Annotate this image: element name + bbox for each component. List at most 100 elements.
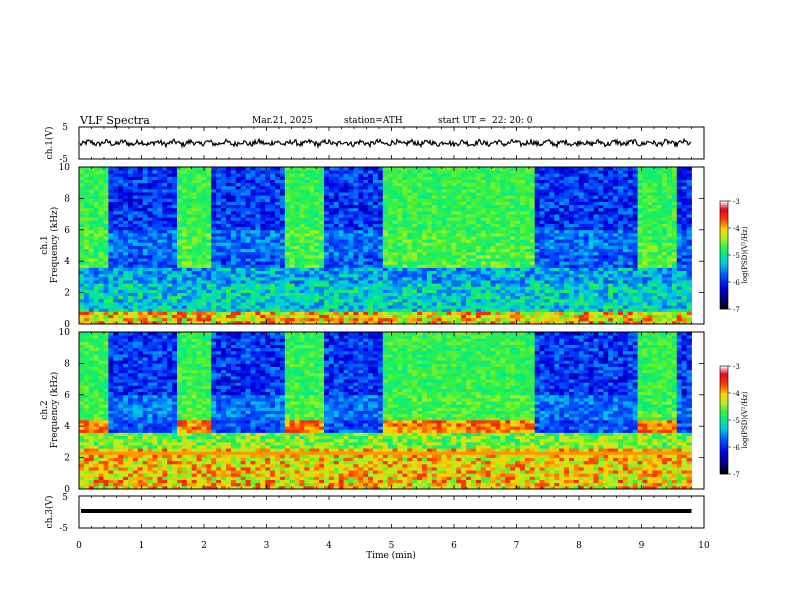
spectrogram-cell <box>456 292 462 297</box>
spectrogram-cell <box>495 248 501 253</box>
spectrogram-cell <box>172 305 178 309</box>
spectrogram-cell <box>475 220 482 224</box>
spectrogram-cell <box>265 239 271 243</box>
spectrogram-cell <box>422 236 428 240</box>
spectrogram-cell <box>402 311 408 315</box>
spectrogram-cell <box>147 198 153 202</box>
spectrogram-cell <box>270 217 276 221</box>
spectrogram-cell <box>539 289 545 293</box>
spectrogram-cell <box>387 182 393 187</box>
spectrogram-cell <box>230 248 237 253</box>
spectrogram-cell <box>456 254 462 259</box>
spectrogram-cell <box>480 226 487 231</box>
spectrogram-cell <box>289 320 295 325</box>
spectrogram-cell <box>309 176 315 180</box>
spectrogram-cell <box>309 286 315 290</box>
spectrogram-cell <box>294 258 300 262</box>
spectrogram-cell <box>245 283 251 287</box>
spectrogram-cell <box>167 264 173 268</box>
spectrogram-cell <box>284 280 291 284</box>
spectrogram-cell <box>191 170 197 174</box>
spectrogram-cell <box>466 311 472 315</box>
spectrogram-cell <box>431 254 438 259</box>
spectrogram-cell <box>152 188 158 193</box>
spectrogram-cell <box>284 170 291 174</box>
spectrogram-cell <box>260 207 266 212</box>
spectrogram-cell <box>422 217 428 221</box>
spectrogram-cell <box>480 220 487 224</box>
spectrogram-cell <box>461 248 467 253</box>
spectrogram-cell <box>108 217 114 221</box>
spectrogram-cell <box>191 214 197 218</box>
spectrogram-cell <box>88 264 95 268</box>
spectrogram-cell <box>417 276 423 281</box>
spectrogram-cell <box>260 198 266 202</box>
spectrogram-cell <box>186 210 193 215</box>
spectrogram-cell <box>534 188 540 193</box>
spectrogram-cell <box>250 236 256 240</box>
spectrogram-cell <box>471 195 477 199</box>
spectrogram-cell <box>466 195 472 199</box>
spectrogram-cell <box>103 267 109 272</box>
spectrogram-cell <box>216 198 222 202</box>
spectrogram-cell <box>520 210 526 215</box>
spectrogram-cell <box>132 317 139 322</box>
spectrogram-cell <box>201 220 207 224</box>
spectrogram-cell <box>152 273 158 278</box>
spectrogram-cell <box>539 245 545 250</box>
spectrogram-cell <box>431 176 438 180</box>
spectrogram-cell <box>471 276 477 281</box>
spectrogram-cell <box>392 170 398 174</box>
spectrogram-cell <box>412 195 418 199</box>
spectrogram-cell <box>88 214 95 218</box>
spectrogram-cell <box>529 176 536 180</box>
spectrogram-cell <box>98 217 104 221</box>
spectrogram-cell <box>142 173 148 177</box>
spectrogram-cell <box>270 286 276 290</box>
spectrogram-cell <box>431 214 438 218</box>
spectrogram-cell <box>397 217 403 221</box>
spectrogram-cell <box>524 302 531 306</box>
spectrogram-cell <box>284 264 291 268</box>
spectrogram-cell <box>441 185 447 190</box>
spectrogram-cell <box>524 192 531 196</box>
spectrogram-cell <box>529 295 536 300</box>
spectrogram-cell <box>216 302 222 306</box>
spectrogram-cell <box>485 261 491 265</box>
spectrogram-cell <box>137 292 144 297</box>
spectrogram-cell <box>240 220 246 224</box>
spectrogram-cell <box>79 276 85 281</box>
spectrogram-cell <box>529 280 536 284</box>
spectrogram-cell <box>152 270 158 275</box>
spectrogram-cell <box>304 229 310 234</box>
spectrogram-cell <box>216 248 222 253</box>
spectrogram-cell <box>392 245 398 250</box>
spectrogram-cell <box>255 276 261 281</box>
spectrogram-cell <box>500 210 506 215</box>
spectrogram-cell <box>417 167 423 171</box>
spectrogram-cell <box>368 302 374 306</box>
spectrogram-cell <box>88 270 95 275</box>
spectrogram-cell <box>83 185 90 190</box>
spectrogram-cell <box>255 267 261 272</box>
spectrogram-cell <box>524 223 531 228</box>
spectrogram-cell <box>475 239 482 243</box>
spectrogram-cell <box>255 201 261 206</box>
spectrogram-cell <box>480 207 487 212</box>
spectrogram-cell <box>495 207 501 212</box>
spectrogram-cell <box>466 308 472 312</box>
spectrogram-cell <box>304 311 310 315</box>
spectrogram-cell <box>524 173 531 177</box>
spectrogram-cell <box>373 232 379 237</box>
spectrogram-cell <box>348 261 354 265</box>
spectrogram-cell <box>167 292 173 297</box>
spectrogram-cell <box>132 308 139 312</box>
spectrogram-cell <box>191 295 197 300</box>
spectrogram-cell <box>147 311 153 315</box>
spectrogram-cell <box>510 179 516 184</box>
spectrogram-cell <box>392 258 398 262</box>
spectrogram-cell <box>186 317 193 322</box>
spectrogram-cell <box>250 273 256 278</box>
spectrogram-cell <box>152 214 158 218</box>
spectrogram-cell <box>226 276 232 281</box>
